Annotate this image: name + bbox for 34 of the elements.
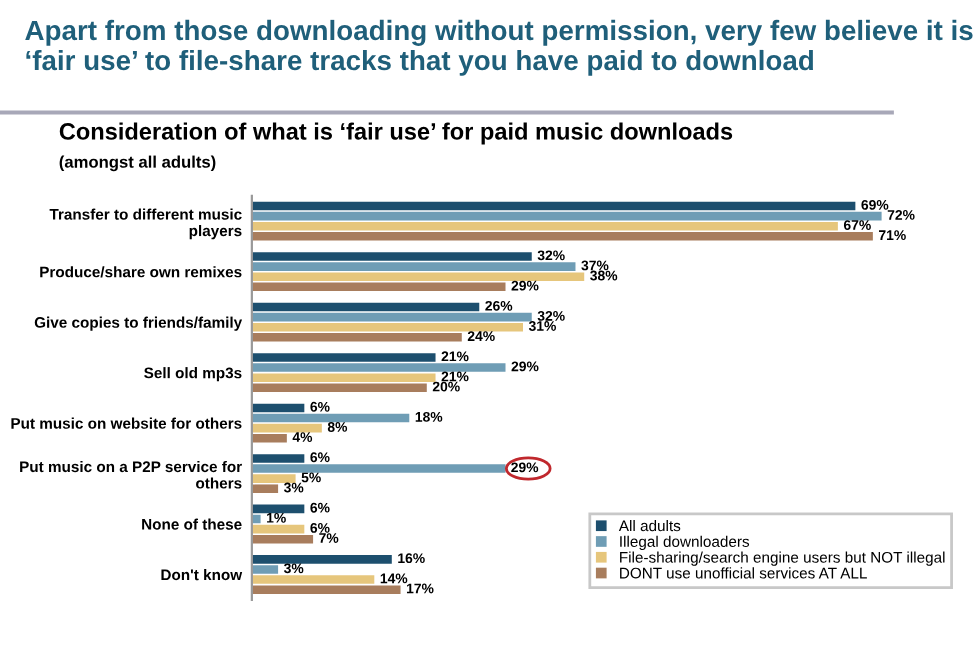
bar	[251, 454, 305, 463]
bar	[251, 333, 462, 342]
bar	[251, 252, 532, 261]
bar	[251, 504, 305, 514]
bar	[251, 302, 480, 312]
bar	[251, 524, 305, 534]
bar	[251, 383, 427, 393]
bar	[251, 201, 856, 211]
bar	[251, 232, 873, 241]
bar	[251, 534, 314, 544]
chart-subtitle: Consideration of what is ‘fair use’ for paid music downloads	[59, 122, 733, 145]
bar	[251, 555, 392, 564]
bar	[251, 373, 436, 382]
chart-title: Apart from those downloading without permission, very few believe it is ‘fair use’ to file-share tracks that you have paid to download	[25, 19, 973, 76]
bar	[251, 312, 532, 322]
bar	[251, 322, 523, 332]
bar	[251, 484, 279, 494]
bar	[251, 272, 585, 282]
bar	[251, 474, 296, 483]
bar	[251, 403, 305, 413]
bar	[251, 413, 410, 423]
bar	[251, 211, 882, 221]
bar	[251, 423, 322, 433]
bar	[251, 464, 506, 473]
text: (amongst all adults)	[59, 155, 216, 172]
bar	[251, 585, 401, 594]
bar	[251, 565, 279, 574]
bar	[251, 262, 576, 271]
bar	[251, 282, 506, 292]
bar	[251, 575, 375, 584]
bar	[251, 433, 287, 443]
bar	[251, 221, 838, 231]
bar	[251, 353, 436, 362]
bar	[251, 363, 506, 372]
